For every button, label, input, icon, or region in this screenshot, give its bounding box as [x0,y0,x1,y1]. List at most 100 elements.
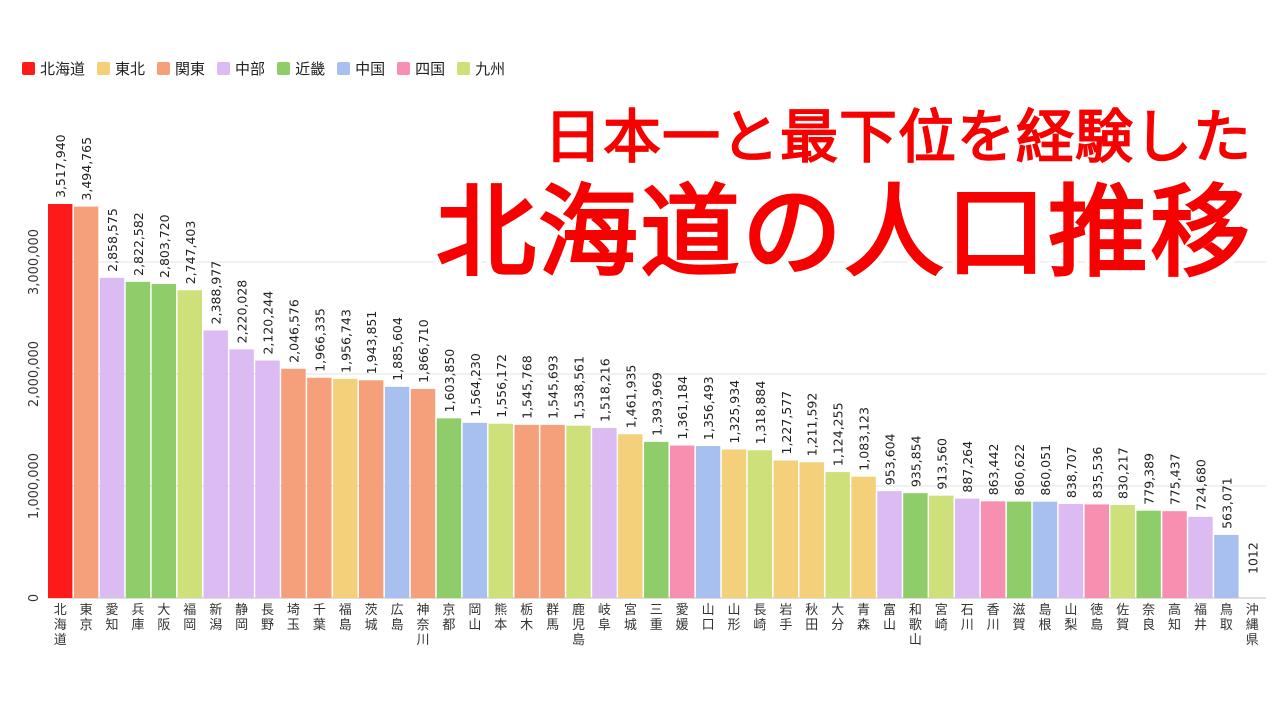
x-tick-label: 富 [883,602,896,618]
x-tick-label: 都 [442,618,455,633]
x-tick-label: 山 [468,618,481,633]
bar-value-label: 1,393,969 [649,372,664,436]
x-tick-label: 井 [1194,618,1207,633]
bar [307,377,332,598]
x-tick-label: 島 [339,618,352,633]
x-tick-label: 長 [753,603,766,618]
x-tick-label: 和 [909,603,922,618]
bar [333,378,358,598]
legend-label: 近畿 [295,60,326,78]
x-tick-label: 宮 [624,602,637,618]
x-tick-label: 城 [624,618,637,633]
bar-value-label: 2,046,576 [286,299,301,363]
bar [1188,516,1213,598]
bar [1136,510,1161,598]
bar-value-label: 3,517,940 [53,134,68,198]
bar-value-label: 1012 [1245,542,1260,574]
bar-value-label: 2,747,403 [183,221,198,285]
x-tick-label: 山 [883,618,896,633]
x-tick-label: 奈 [1142,603,1155,618]
bar-value-label: 860,622 [1012,444,1027,496]
legend-swatch [337,62,351,75]
x-tick-label: 山 [727,603,740,618]
bar-value-label: 1,211,592 [805,393,820,457]
bar [955,498,980,598]
bar-value-label: 1,356,493 [701,376,716,440]
x-tick-label: 福 [1194,603,1207,618]
bar [151,283,177,598]
bar-value-label: 838,707 [1064,446,1079,498]
x-tick-label: 茨 [365,603,378,618]
x-tick-label: 奈 [417,618,430,633]
legend-label: 九州 [475,60,506,78]
bar-value-label: 2,220,028 [235,280,250,344]
x-tick-label: 島 [572,633,585,648]
legend-label: 北海道 [40,60,86,78]
bar-value-label: 830,217 [1116,447,1131,499]
bar [1084,504,1110,598]
bar [825,472,850,598]
x-tick-label: 京 [442,603,455,618]
x-tick-label: 鹿 [572,602,585,618]
x-tick-label: 分 [831,618,844,633]
x-tick-label: 静 [235,603,248,618]
x-tick-label: 崎 [753,618,766,633]
x-tick-label: 潟 [209,618,222,633]
x-tick-label: 形 [727,618,740,633]
bar [229,349,254,598]
bar [99,277,125,598]
bar-value-label: 1,603,850 [442,349,457,413]
x-tick-label: 北 [54,603,67,618]
bar [177,290,202,598]
x-tick-label: 栃 [520,603,533,618]
bar [1006,501,1032,598]
bar-value-label: 775,437 [1168,453,1183,505]
x-tick-label: 馬 [546,618,559,633]
legend-swatch [217,62,231,75]
x-tick-label: 愛 [106,603,119,618]
x-tick-label: 山 [702,603,715,618]
x-tick-label: 道 [54,633,67,648]
bar [669,445,695,598]
bar [773,460,799,598]
x-tick-label: 秋 [805,603,818,618]
legend-item: 北海道 [22,58,85,79]
x-tick-label: 口 [702,618,715,633]
bar-value-label: 2,858,575 [105,208,120,272]
bar [384,386,410,598]
x-tick-label: 京 [80,618,93,633]
x-tick-label: 宮 [935,602,948,618]
legend-swatch [457,62,471,75]
bar-value-label: 1,318,884 [753,381,768,445]
legend-swatch [397,62,411,75]
x-tick-label: 東 [80,602,93,618]
x-tick-label: 熊 [494,602,507,618]
bar-value-label: 835,536 [1090,447,1105,499]
x-tick-label: 岡 [468,603,481,618]
x-tick-label: 大 [157,603,170,618]
y-tick-label: 1,000,000 [27,453,42,519]
x-tick-label: 知 [1168,617,1181,633]
x-tick-label: 青 [857,603,870,618]
bar-value-label: 1,325,934 [727,380,742,444]
x-tick-label: 森 [857,618,870,633]
bar-value-label: 563,071 [1219,477,1234,529]
bar [1058,504,1084,598]
chart-legend: 北海道 東北 関東 中部 近畿 中国 四国 九州 [22,58,505,79]
x-tick-label: 阜 [598,617,611,633]
bar [462,422,488,598]
legend-item: 四国 [397,58,445,79]
x-tick-label: 千 [313,603,326,618]
x-tick-label: 群 [546,603,559,618]
x-tick-label: 山 [909,633,922,648]
legend-label: 四国 [415,60,446,78]
bar-value-label: 724,680 [1193,459,1208,511]
x-tick-label: 岡 [235,618,248,633]
x-tick-label: 高 [1168,602,1181,618]
bar [1110,505,1135,598]
x-tick-label: 大 [831,603,844,618]
bar-value-label: 1,227,577 [779,391,794,455]
x-tick-label: 媛 [676,618,689,633]
x-tick-label: 川 [417,633,430,648]
x-tick-label: 滋 [1013,603,1026,618]
